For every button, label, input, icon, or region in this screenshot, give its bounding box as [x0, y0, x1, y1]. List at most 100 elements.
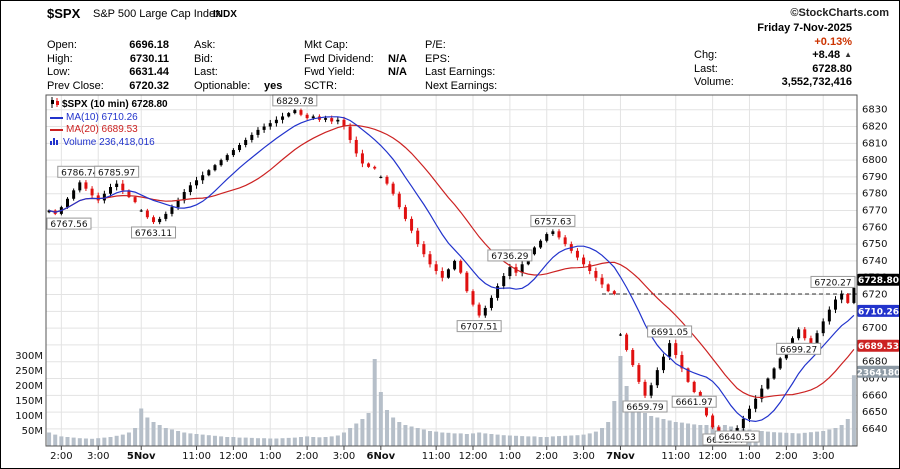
quote-column-bidask: Ask: Bid: Last: Optionable: yes	[194, 39, 282, 93]
bid-label: Bid:	[194, 52, 213, 65]
fwddividend-row: Fwd Dividend: N/A	[304, 53, 407, 67]
ma10-swatch-icon	[50, 117, 63, 119]
percent-change: +0.13%	[814, 35, 852, 48]
open-label: Open:	[47, 39, 77, 51]
svg-text:6Nov: 6Nov	[366, 451, 395, 462]
sctr-label: SCTR:	[304, 79, 337, 92]
lastearnings-row: Last Earnings:	[425, 66, 497, 80]
lastearnings-label: Last Earnings:	[425, 66, 496, 78]
legend-ma10-label: MA(10) 6710.26	[66, 112, 138, 123]
price-chart-area: 6830 6820 6810 6800 6790 6780 6770 6760 6750 6740…	[1, 93, 900, 468]
svg-text:6640.53: 6640.53	[719, 433, 756, 443]
svg-text:6800: 6800	[862, 155, 887, 166]
legend-volume-label: Volume 236,418,016	[63, 136, 155, 148]
svg-text:3:00: 3:00	[812, 451, 834, 462]
candlestick-chart: 6830 6820 6810 6800 6790 6780 6770 6760 6750 6740…	[15, 94, 900, 462]
fwdyield-label: Fwd Yield:	[304, 66, 355, 78]
svg-text:6650: 6650	[862, 407, 887, 418]
quote-column-earnings: P/E: EPS: Last Earnings: Next Earnings:	[425, 39, 497, 93]
pe-label: P/E:	[425, 39, 446, 51]
svg-text:2:00: 2:00	[50, 451, 72, 462]
volume-value: 3,552,732,416	[781, 76, 852, 88]
svg-text:6689.53: 6689.53	[858, 342, 899, 352]
chg-label: Chg:	[694, 49, 718, 61]
last-row: Last:	[194, 66, 282, 80]
svg-text:6740: 6740	[862, 256, 887, 267]
svg-text:6659.79: 6659.79	[626, 403, 663, 413]
svg-text:300M: 300M	[15, 351, 43, 362]
svg-text:3:00: 3:00	[333, 451, 355, 462]
svg-text:6810: 6810	[862, 138, 887, 149]
sctr-row: SCTR:	[304, 80, 407, 94]
mktcap-label: Mkt Cap:	[304, 39, 349, 51]
prevclose-value: 6720.32	[129, 79, 169, 92]
prevclose-label: Prev Close:	[47, 79, 104, 92]
ask-label: Ask:	[194, 39, 216, 51]
svg-text:11:00: 11:00	[182, 451, 211, 462]
svg-text:250M: 250M	[15, 366, 43, 377]
svg-text:6710.26: 6710.26	[858, 307, 899, 317]
change-row: Chg: +8.48 ▲	[694, 49, 852, 63]
fwdyield-value: N/A	[388, 66, 407, 78]
svg-text:2:00: 2:00	[296, 451, 318, 462]
svg-text:2:00: 2:00	[535, 451, 557, 462]
volume-row: Volume: 3,552,732,416	[694, 76, 852, 90]
legend-main-label: $SPX (10 min) 6728.80	[62, 98, 168, 110]
svg-text:50M: 50M	[22, 426, 43, 437]
lastprice-label: Last:	[694, 62, 718, 75]
legend-main-row: $SPX (10 min) 6728.80	[50, 97, 168, 112]
optionable-row: Optionable: yes	[194, 80, 282, 94]
last-label: Last:	[194, 66, 218, 78]
svg-text:2364180: 2364180	[857, 368, 900, 378]
candlestick-icon	[50, 97, 59, 112]
optionable-value: yes	[264, 79, 283, 92]
title-bar: $SPX S&P 500 Large Cap Index INDX ©Stock…	[1, 3, 899, 23]
nextearnings-row: Next Earnings:	[425, 80, 497, 94]
svg-text:6786.74: 6786.74	[61, 168, 98, 178]
svg-text:6757.63: 6757.63	[534, 217, 571, 227]
svg-text:6760: 6760	[862, 222, 887, 233]
svg-text:6750: 6750	[862, 239, 887, 250]
svg-text:6728.80: 6728.80	[858, 276, 899, 286]
svg-text:6763.11: 6763.11	[135, 229, 172, 239]
svg-text:6767.56: 6767.56	[50, 220, 87, 230]
svg-text:12:00: 12:00	[219, 451, 248, 462]
svg-text:150M: 150M	[15, 396, 43, 407]
volume-bars-icon	[50, 136, 60, 149]
last-price-row: Last: 6728.80	[694, 63, 852, 77]
optionable-label: Optionable:	[194, 79, 251, 92]
svg-text:6829.78: 6829.78	[276, 97, 313, 107]
svg-text:6830: 6830	[862, 105, 887, 116]
stockcharts-copyright-link[interactable]: ©StockCharts.com	[790, 7, 889, 19]
svg-text:6700: 6700	[862, 323, 887, 334]
svg-text:11:00: 11:00	[422, 451, 451, 462]
svg-text:1:00: 1:00	[738, 451, 760, 462]
legend-ma10-row: MA(10) 6710.26	[50, 112, 168, 124]
low-label: Low:	[47, 66, 71, 78]
symbol-fullname: S&P 500 Large Cap Index	[93, 8, 221, 20]
change-up-arrow-icon: ▲	[844, 50, 852, 59]
svg-text:6707.51: 6707.51	[461, 323, 498, 333]
svg-text:6699.27: 6699.27	[780, 345, 817, 355]
quote-high-row: High: 6730.11	[47, 53, 169, 67]
svg-text:6720: 6720	[862, 290, 887, 301]
quote-date: Friday 7-Nov-2025	[757, 22, 852, 34]
mktcap-row: Mkt Cap:	[304, 39, 407, 53]
legend-volume-row: Volume 236,418,016	[50, 136, 168, 149]
quote-right-summary: Friday 7-Nov-2025 +0.13% Chg: +8.48 ▲ Las…	[694, 22, 852, 90]
fwddividend-value: N/A	[388, 52, 407, 65]
ask-row: Ask:	[194, 39, 282, 53]
svg-text:100M: 100M	[15, 411, 43, 422]
legend-ma20-row: MA(20) 6689.53	[50, 124, 168, 136]
chart-legend: $SPX (10 min) 6728.80 MA(10) 6710.26 MA(…	[50, 97, 168, 149]
svg-text:11:00: 11:00	[661, 451, 690, 462]
svg-text:2:00: 2:00	[775, 451, 797, 462]
svg-text:6780: 6780	[862, 189, 887, 200]
high-value: 6730.11	[129, 52, 169, 65]
svg-text:12:00: 12:00	[459, 451, 488, 462]
symbol-exchange: INDX	[213, 9, 237, 20]
chg-value: +8.48	[812, 49, 841, 61]
bid-row: Bid:	[194, 53, 282, 67]
svg-text:6720.27: 6720.27	[814, 278, 851, 288]
